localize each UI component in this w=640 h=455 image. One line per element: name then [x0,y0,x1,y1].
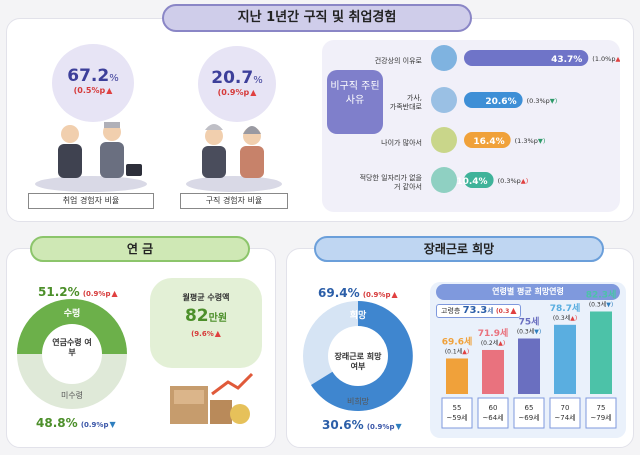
age-category-box [513,397,545,429]
pension-monthly-unit: 만원 [208,313,228,324]
age-category-label: 65 ~69세 [518,404,539,422]
age-category-label: 70 ~74세 [554,404,575,422]
longwork-hope-pct-row: 69.4% (0.9%p [318,286,398,300]
pension-monthly-value: 82 [184,306,209,326]
jobseek-change: (0.9%p [218,88,257,97]
age-change: (0.2세▲) [481,339,505,347]
pension-title: 연 금 [30,236,250,262]
reason-label: 나이가 많아서 [381,138,422,147]
age-value: 69.6세 [442,335,473,347]
reason-change: (0.3%p▼) [527,97,558,105]
money-boxes-icon [170,372,254,424]
pension-receive-pct-row: 51.2% (0.9%p [38,285,118,299]
age-value: 71.9세 [478,327,509,339]
jobseek-bubble: 20.7% (0.9%p [198,46,276,122]
reason-label: 가사, 가족반대로 [390,93,423,111]
longwork-hope-change: (0.9%p [363,291,398,299]
age-bar [518,338,540,394]
reason-value: 10.4% [456,177,487,187]
longwork-donut [303,301,413,411]
reason-icon [431,167,457,193]
age-bar [590,311,612,394]
longwork-hope-pct: 69.4% [318,286,360,300]
age-category-label: 55 ~59세 [446,404,467,422]
age-change: (0.1세▲) [445,347,469,355]
reason-change: (1.3%p▼) [515,137,546,145]
pension-monthly-bubble: 월평균 수령액 82만원 (9.6% [150,278,262,368]
reason-icon [431,87,457,113]
reason-bar [464,50,589,66]
longwork-title: 장래근로 희망 [314,236,604,262]
age-value: 75세 [519,316,540,328]
section1-title: 지난 1년간 구직 및 취업경험 [162,4,472,32]
longwork-center-label: 장래근로 희망여부 [334,352,382,371]
longwork-nohope-pct: 30.6% [322,418,364,432]
age-bar [482,349,504,394]
reason-change: (1.0%p▲) [592,55,620,63]
age-category-box [585,397,617,429]
age-category-label: 60 ~64세 [482,404,503,422]
longwork-nohope-pct-row: 30.6% (0.9%p [322,418,402,432]
pension-notreceive-pct: 48.8% [36,416,78,430]
age-category-box [549,397,581,429]
pension-notreceive-label: 미수령 [60,391,84,400]
age-overall-unit: 세 [487,307,494,315]
pension-monthly-change: (9.6% [191,330,221,338]
pension-receive-label: 수령 [63,309,81,319]
reason-bar [464,172,494,188]
employment-label: 취업 경험자 비율 [28,193,154,209]
employment-figures [35,122,147,192]
pension-notreceive-change: (0.9%p [81,421,116,429]
age-change: (0.3세▼) [517,328,541,336]
age-bar [554,324,576,394]
age-value: 82.3세 [586,288,617,300]
pension-notreceive-pct-row: 48.8% (0.9%p [36,416,116,430]
longwork-hope-label: 희망 [349,311,367,321]
age-category-box [441,397,473,429]
age-overall-change: (0.3 [496,308,517,315]
pension-center-label: 연금수령 여부 [52,338,92,357]
age-overall-row: 고령층 73.3세 (0.3 [436,304,522,318]
jobseek-figures [186,124,282,192]
age-overall-value: 73.3 [462,305,488,316]
employment-unit: % [109,73,119,84]
pension-receive-pct: 51.2% [38,285,80,299]
employment-value: 67.2 [67,66,110,86]
reasons-title: 비구직 주된 사유 [327,70,383,134]
reason-value: 20.6% [485,97,516,107]
longwork-nohope-label: 비희망 [346,397,370,406]
reason-icon [431,45,457,71]
age-bar [446,358,468,394]
reasons-chart: 건강상의 이유로 43.7% (1.0%p▲) 가사,가족반대로 20.6% (0.3%p… [360,45,620,193]
employment-bubble: 67.2% (0.5%p [52,44,134,122]
age-change: (0.3세▼) [589,300,613,308]
pension-receive-change: (0.9%p [83,290,118,298]
age-value: 78.7세 [550,302,581,314]
reason-label: 적당한 일자리가 없을 거 같아서 [360,173,423,191]
reason-value: 43.7% [551,55,582,65]
age-chart-title: 연령별 평균 희망연령 [436,284,620,300]
reason-label: 건강상의 이유로 [375,56,423,65]
reason-bar [464,132,511,148]
age-change: (0.3세▲) [553,314,577,322]
age-overall-label: 고령층 [441,307,461,315]
longwork-nohope-change: (0.9%p [367,423,402,431]
reason-change: (0.3%p▲) [498,177,529,185]
employment-change: (0.5%p [74,86,113,95]
reason-value: 16.4% [473,137,504,147]
jobseek-label: 구직 경험자 비율 [180,193,288,209]
reason-icon [431,127,457,153]
jobseek-value: 20.7 [211,68,254,88]
pension-monthly-label: 월평균 수령액 [182,293,230,302]
reason-bar [464,92,523,108]
age-category-label: 75 ~79세 [590,404,611,422]
jobseek-unit: % [253,75,263,86]
age-category-box [477,397,509,429]
pension-donut [17,299,127,409]
